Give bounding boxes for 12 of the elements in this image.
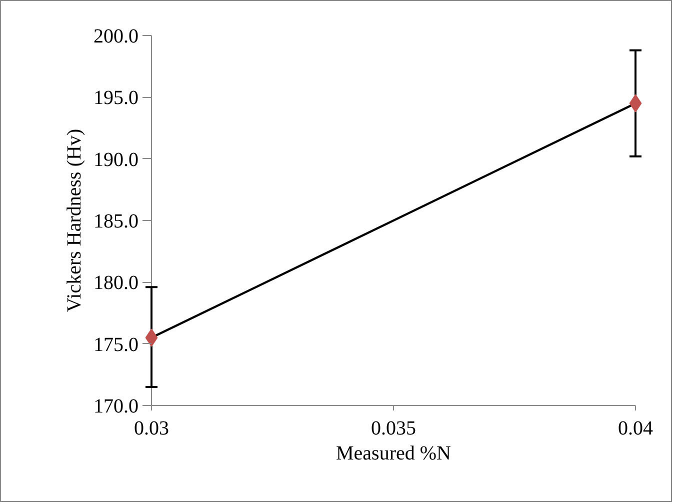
y-tick-label: 180.0	[94, 272, 138, 294]
y-axis-title: Vickers Hardness (Hv)	[64, 128, 86, 312]
y-tick-label: 195.0	[94, 87, 138, 110]
x-tick-label: 0.04	[618, 418, 653, 440]
y-tick-label: 200.0	[94, 26, 138, 48]
y-tick-label: 190.0	[94, 148, 138, 171]
x-tick-label: 0.03	[134, 418, 169, 440]
x-tick-label: 0.035	[371, 418, 416, 440]
x-axis-title: Measured %N	[336, 442, 451, 464]
y-tick-label: 170.0	[94, 396, 138, 418]
y-tick-label: 175.0	[94, 334, 138, 356]
y-tick-label: 185.0	[94, 210, 138, 232]
